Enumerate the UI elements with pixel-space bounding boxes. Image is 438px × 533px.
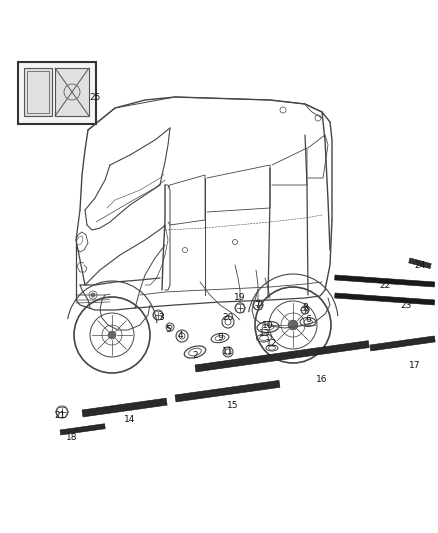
Bar — [335, 275, 435, 287]
Text: 2: 2 — [192, 351, 198, 359]
Bar — [82, 398, 167, 417]
Bar — [55, 68, 89, 116]
Circle shape — [91, 293, 95, 297]
Text: 23: 23 — [400, 301, 412, 310]
Text: 10: 10 — [262, 321, 274, 330]
Bar — [27, 71, 49, 113]
Text: 11: 11 — [222, 348, 234, 357]
Bar — [195, 341, 369, 372]
Text: 5: 5 — [165, 326, 171, 335]
Text: 3: 3 — [158, 313, 164, 322]
Text: 18: 18 — [66, 432, 78, 441]
Text: 14: 14 — [124, 416, 136, 424]
Text: 17: 17 — [409, 360, 421, 369]
Text: 22: 22 — [379, 280, 391, 289]
Circle shape — [108, 331, 116, 339]
Bar — [24, 68, 52, 116]
Text: 9: 9 — [217, 334, 223, 343]
Text: 7: 7 — [254, 301, 260, 310]
Bar — [175, 381, 280, 402]
Text: 24: 24 — [414, 261, 426, 270]
Text: 4: 4 — [177, 330, 183, 340]
Bar — [335, 293, 435, 305]
Bar — [370, 336, 435, 351]
Bar — [18, 62, 96, 124]
Text: 15: 15 — [227, 401, 239, 410]
Text: 8: 8 — [302, 303, 308, 312]
Text: 20: 20 — [223, 312, 234, 321]
Bar — [60, 424, 105, 435]
Text: 21: 21 — [54, 410, 66, 419]
Circle shape — [288, 320, 298, 330]
Text: 13: 13 — [259, 328, 271, 337]
Text: 16: 16 — [316, 376, 328, 384]
Bar — [409, 258, 431, 269]
Text: 19: 19 — [234, 294, 246, 303]
Text: 25: 25 — [89, 93, 101, 102]
Text: 12: 12 — [266, 340, 278, 349]
Text: 6: 6 — [305, 316, 311, 325]
